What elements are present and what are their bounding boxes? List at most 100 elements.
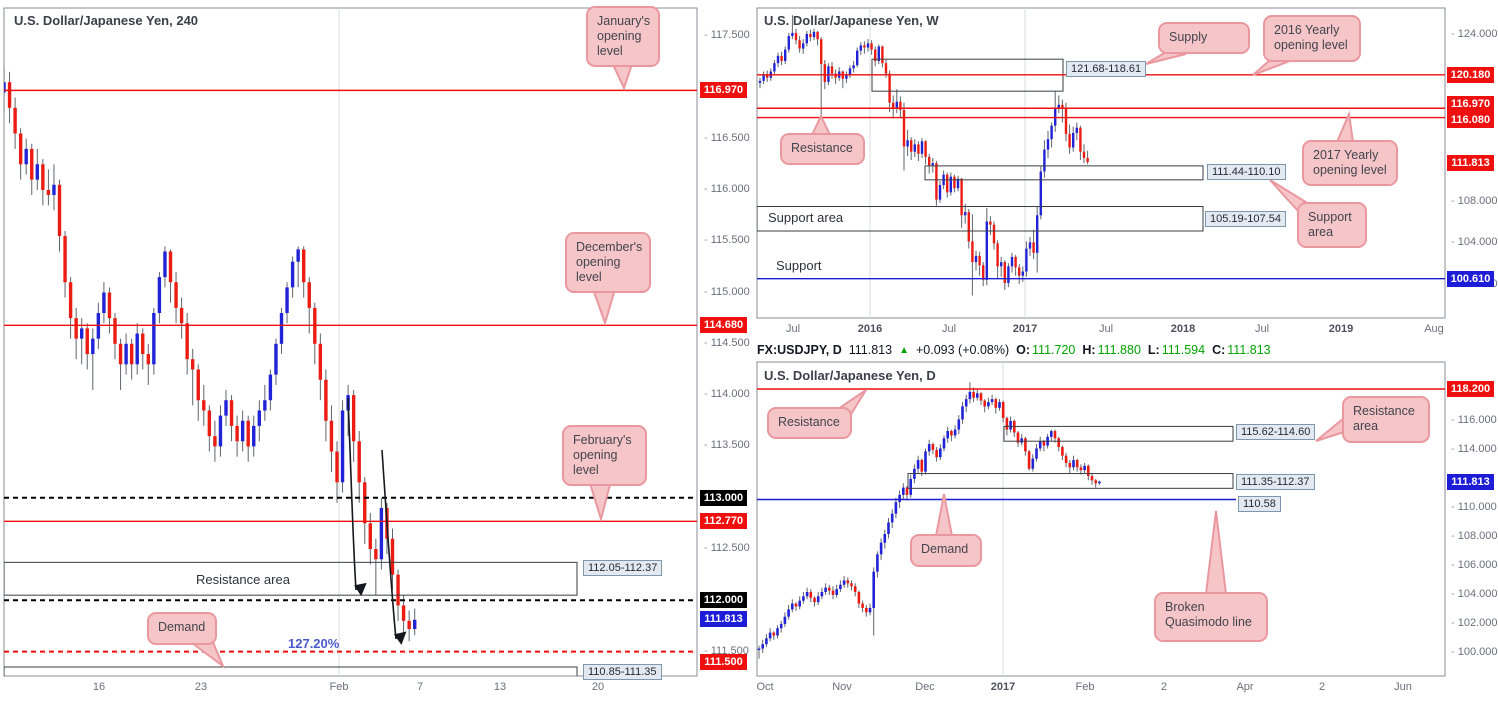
daily-callout-resistance[interactable]: Resistance bbox=[767, 407, 852, 439]
weekly-xlabel-2019-7: 2019 bbox=[1328, 323, 1354, 335]
weekly-ytick-104: 104.000 bbox=[1451, 236, 1498, 248]
daily-pane-border bbox=[756, 361, 1446, 677]
weekly-zone-1[interactable] bbox=[924, 165, 1204, 181]
h4-badge-114.680: 114.680 bbox=[700, 317, 747, 334]
h4-down-arrow-0[interactable] bbox=[347, 397, 367, 597]
daily-xlabel-2-7: 2 bbox=[1318, 681, 1326, 693]
weekly-callout-resistance[interactable]: Resistance bbox=[780, 133, 865, 165]
daily-xlabel-Nov-1: Nov bbox=[832, 681, 852, 693]
h4-zone-1[interactable] bbox=[4, 666, 578, 702]
h4-ytick-114: 114.000 bbox=[704, 388, 750, 400]
daily-xlabel-Jun-8: Jun bbox=[1394, 681, 1412, 693]
daily-zone-chip-0[interactable]: 115.62-114.60 bbox=[1236, 424, 1316, 440]
h4-zone-chip-0[interactable]: 112.05-112.37 bbox=[583, 560, 663, 576]
weekly-xlabel-Jul-4: Jul bbox=[1098, 323, 1114, 335]
h4-callout-demand[interactable]: Demand bbox=[147, 612, 217, 645]
weekly-callout-suparea[interactable]: Support area bbox=[1297, 202, 1367, 248]
weekly-xlabel-2016-1: 2016 bbox=[857, 323, 883, 335]
daily-ytick-116: 116.000 bbox=[1451, 414, 1497, 426]
daily-badge-118.200: 118.200 bbox=[1447, 381, 1494, 397]
symbol-info-bar[interactable]: FX:USDJPY, D 111.813 ▲ +0.093 (+0.08%) O… bbox=[757, 343, 1271, 357]
daily-candles bbox=[757, 382, 1101, 659]
daily-price-axis[interactable] bbox=[1447, 362, 1497, 676]
daily-xlabel-2017-3: 2017 bbox=[990, 681, 1016, 693]
price-change: +0.093 (+0.08%) bbox=[916, 343, 1010, 357]
h4-callout-dec[interactable]: December's opening level bbox=[565, 232, 651, 293]
h4-badge-112.770: 112.770 bbox=[700, 513, 747, 530]
pane-title-daily: U.S. Dollar/Japanese Yen, D bbox=[764, 368, 936, 383]
h4-fib-extension-label[interactable]: 127.20% bbox=[288, 636, 340, 651]
daily-xlabel-Feb-4: Feb bbox=[1075, 681, 1095, 693]
weekly-zone-chip-1[interactable]: 111.44-110.10 bbox=[1207, 164, 1286, 180]
h4-xlabel-13-4: 13 bbox=[493, 681, 507, 693]
h4-xlabel-20-5: 20 bbox=[591, 681, 605, 693]
daily-callout-resarea[interactable]: Resistance area bbox=[1342, 396, 1430, 443]
open-label: O: bbox=[1016, 343, 1031, 357]
h4-xlabel-7-3: 7 bbox=[416, 681, 424, 693]
weekly-badge-116.080: 116.080 bbox=[1447, 112, 1494, 128]
daily-ytick-106: 106.000 bbox=[1451, 559, 1498, 571]
weekly-badge-111.813: 111.813 bbox=[1447, 155, 1494, 171]
h4-ytick-115.5: 115.500 bbox=[704, 234, 750, 246]
h4-plot-group bbox=[4, 8, 697, 702]
daily-xlabel-2-5: 2 bbox=[1160, 681, 1168, 693]
daily-xlabel-Oct-0: Oct bbox=[756, 681, 774, 693]
daily-plot-group bbox=[757, 362, 1445, 676]
high-value: 111.880 bbox=[1097, 343, 1141, 357]
close-label: C: bbox=[1212, 343, 1226, 357]
h4-badge-113.000: 113.000 bbox=[700, 489, 747, 506]
daily-zone-1[interactable] bbox=[907, 473, 1234, 489]
daily-ytick-114: 114.000 bbox=[1451, 443, 1497, 455]
weekly-zone-label-2[interactable]: Support area bbox=[768, 210, 844, 225]
daily-line-chip[interactable]: 110.58 bbox=[1238, 496, 1281, 512]
daily-zone-0[interactable] bbox=[1003, 425, 1234, 442]
weekly-zone-chip-0[interactable]: 121.68-118.61 bbox=[1066, 61, 1147, 77]
weekly-badge-116.970: 116.970 bbox=[1447, 96, 1494, 112]
weekly-callout-supply[interactable]: Supply bbox=[1158, 22, 1250, 54]
h4-zone-0[interactable] bbox=[4, 561, 578, 596]
daily-ytick-104: 104.000 bbox=[1451, 588, 1498, 600]
h4-badge-111.500: 111.500 bbox=[700, 654, 747, 670]
pane-title-weekly: U.S. Dollar/Japanese Yen, W bbox=[764, 13, 939, 28]
close-value: 111.813 bbox=[1227, 343, 1271, 357]
h4-ytick-116.5: 116.500 bbox=[704, 132, 750, 144]
daily-time-axis[interactable] bbox=[757, 678, 1445, 700]
h4-zone-chip-1[interactable]: 110.85-111.35 bbox=[583, 664, 662, 680]
h4-ytick-114.5: 114.500 bbox=[704, 337, 750, 349]
daily-zone-chip-1[interactable]: 111.35-112.37 bbox=[1236, 474, 1315, 490]
h4-down-arrow-1[interactable] bbox=[381, 449, 407, 645]
daily-callout-demand[interactable]: Demand bbox=[910, 534, 982, 567]
weekly-ytick-108: 108.000 bbox=[1451, 195, 1498, 207]
h4-ytick-117.5: 117.500 bbox=[704, 29, 750, 41]
weekly-candles bbox=[758, 15, 1089, 296]
weekly-callout-y2017[interactable]: 2017 Yearly opening level bbox=[1302, 140, 1398, 186]
h4-pane-border bbox=[3, 7, 698, 677]
h4-ytick-112.5: 112.500 bbox=[704, 542, 750, 554]
weekly-support-label[interactable]: Support bbox=[776, 258, 822, 273]
weekly-zone-2[interactable] bbox=[757, 206, 1204, 232]
h4-zone-label-0[interactable]: Resistance area bbox=[196, 572, 290, 587]
pane-title-4h: U.S. Dollar/Japanese Yen, 240 bbox=[14, 13, 199, 28]
h4-callout-feb[interactable]: February's opening level bbox=[562, 425, 647, 486]
h4-badge-116.970: 116.970 bbox=[700, 82, 747, 99]
up-triangle-icon: ▲ bbox=[899, 344, 909, 356]
daily-badge-111.813: 111.813 bbox=[1447, 473, 1494, 490]
daily-callout-brokenqm[interactable]: Broken Quasimodo line bbox=[1154, 592, 1268, 642]
open-value: 111.720 bbox=[1032, 343, 1076, 357]
weekly-zone-chip-2[interactable]: 105.19-107.54 bbox=[1205, 211, 1286, 227]
weekly-xlabel-Jul-6: Jul bbox=[1254, 323, 1270, 335]
h4-callout-jan[interactable]: January's opening level bbox=[586, 6, 660, 67]
weekly-callout-y2016[interactable]: 2016 Yearly opening level bbox=[1263, 15, 1361, 62]
h4-xlabel-23-1: 23 bbox=[194, 681, 208, 693]
weekly-xlabel-Jul-2: Jul bbox=[941, 323, 957, 335]
h4-ytick-115: 115.000 bbox=[704, 286, 750, 298]
low-value: 111.594 bbox=[1161, 343, 1206, 357]
h4-xlabel-16-0: 16 bbox=[92, 681, 106, 693]
daily-ytick-100: 100.000 bbox=[1451, 646, 1498, 658]
weekly-xlabel-2018-5: 2018 bbox=[1170, 323, 1196, 335]
symbol-name[interactable]: FX:USDJPY, D bbox=[757, 343, 842, 357]
low-label: L: bbox=[1147, 343, 1160, 357]
high-label: H: bbox=[1082, 343, 1096, 357]
daily-ytick-108: 108.000 bbox=[1451, 530, 1498, 542]
weekly-badge-120.180: 120.180 bbox=[1447, 66, 1494, 83]
